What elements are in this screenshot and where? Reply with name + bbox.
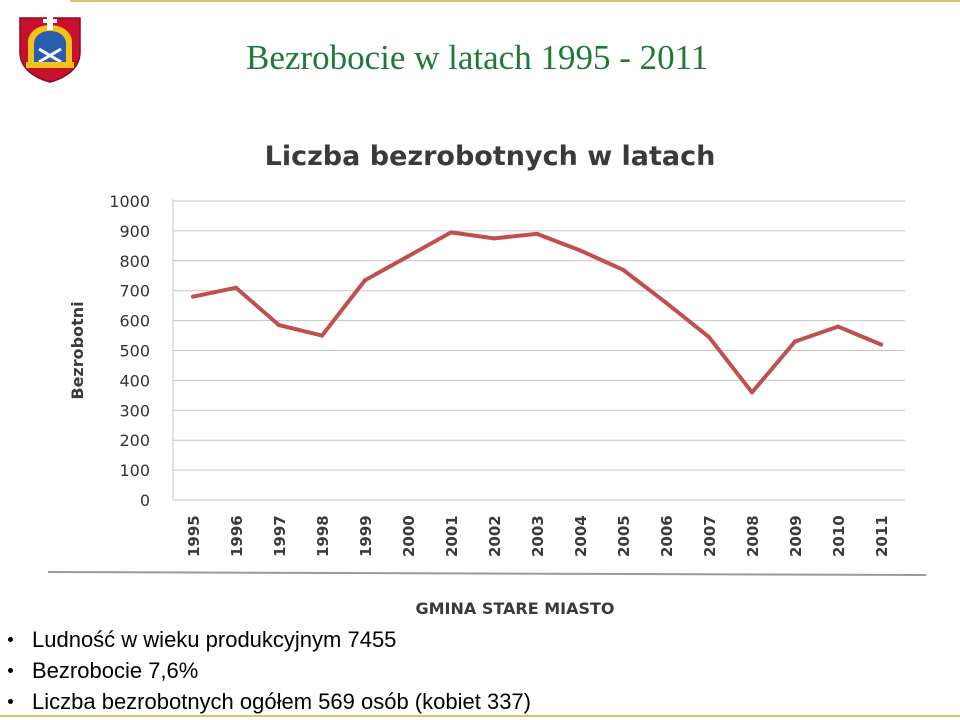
data-point xyxy=(492,236,496,241)
x-tick-label: 2007 xyxy=(701,515,719,557)
y-tick-label: 900 xyxy=(119,222,150,241)
x-tick-label: 2000 xyxy=(400,515,418,557)
y-tick-label: 700 xyxy=(119,282,150,301)
data-point xyxy=(621,267,625,272)
series-line xyxy=(191,230,883,395)
data-point xyxy=(707,335,711,340)
y-tick-label: 400 xyxy=(119,371,150,390)
bottom-accent-line xyxy=(0,715,960,718)
x-tick-label: 1999 xyxy=(357,515,375,557)
x-axis-label: GMINA STARE MIASTO xyxy=(415,599,614,618)
bullet-item: Liczba bezrobotnych ogółem 569 osób (kob… xyxy=(0,686,531,717)
x-tick-label: 1996 xyxy=(228,515,246,557)
coat-of-arms-icon xyxy=(17,12,83,84)
y-tick-label: 300 xyxy=(119,401,150,420)
y-tick-label: 0 xyxy=(140,491,150,510)
y-tick-label: 800 xyxy=(119,252,150,271)
data-point xyxy=(879,342,883,347)
bullet-text: Bezrobocie 7,6% xyxy=(32,658,199,683)
bullet-list: Ludność w wieku produkcyjnym 7455 Bezrob… xyxy=(0,624,531,717)
data-point xyxy=(535,231,539,236)
y-tick-label: 1000 xyxy=(109,192,150,211)
x-tick-label: 2003 xyxy=(529,515,547,557)
data-point xyxy=(234,285,238,290)
data-point xyxy=(277,323,281,328)
chart-bottom-rule xyxy=(47,571,927,576)
x-tick-label: 1998 xyxy=(314,515,332,557)
line-chart: Liczba bezrobotnych w latach 0 100 200 300 40… xyxy=(40,130,940,620)
data-point xyxy=(793,339,797,344)
slide-title: Bezrobocie w latach 1995 - 2011 xyxy=(246,38,709,77)
y-tick-label: 500 xyxy=(119,342,150,361)
bullet-dot-icon xyxy=(8,699,13,704)
x-tick-label: 2006 xyxy=(658,515,676,557)
data-point xyxy=(363,278,367,283)
x-tick-label: 2008 xyxy=(744,515,762,557)
top-accent-line xyxy=(0,0,960,4)
data-point xyxy=(750,390,754,395)
bullet-dot-icon xyxy=(8,637,13,642)
x-tick-label: 2010 xyxy=(830,515,848,557)
data-point xyxy=(664,300,668,305)
bullet-text: Ludność w wieku produkcyjnym 7455 xyxy=(32,627,397,652)
chart-title: Liczba bezrobotnych w latach xyxy=(265,141,716,172)
y-axis-label: Bezrobotni xyxy=(68,301,87,399)
data-point xyxy=(406,254,410,259)
bullet-item: Ludność w wieku produkcyjnym 7455 xyxy=(0,624,531,655)
y-tick-label: 200 xyxy=(119,431,150,450)
y-tick-label: 100 xyxy=(119,461,150,480)
x-tick-label: 2009 xyxy=(787,515,805,557)
data-point xyxy=(449,230,453,235)
y-tick-label: 600 xyxy=(119,312,150,331)
bullet-item: Bezrobocie 7,6% xyxy=(0,655,531,686)
x-tick-label: 1997 xyxy=(271,515,289,557)
data-point xyxy=(578,248,582,253)
x-tick-label: 2002 xyxy=(486,515,504,557)
x-tick-label: 1995 xyxy=(185,515,203,557)
x-tick-label: 2001 xyxy=(443,515,461,557)
bullet-dot-icon xyxy=(8,668,13,673)
data-point xyxy=(836,324,840,329)
x-tick-label: 2011 xyxy=(873,515,891,557)
x-tick-label: 2005 xyxy=(615,515,633,557)
bullet-text: Liczba bezrobotnych ogółem 569 osób (kob… xyxy=(32,689,531,714)
data-point xyxy=(191,294,195,299)
data-point xyxy=(320,333,324,338)
x-tick-label: 2004 xyxy=(572,515,590,557)
chart-canvas: Liczba bezrobotnych w latach 0 100 200 300 40… xyxy=(47,141,927,618)
